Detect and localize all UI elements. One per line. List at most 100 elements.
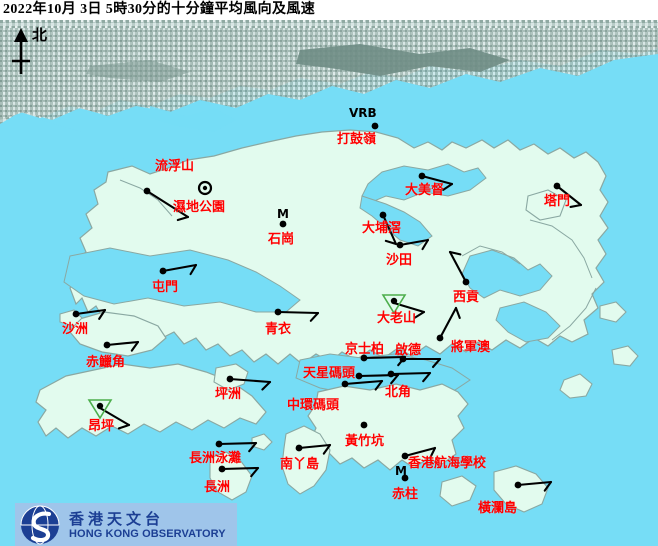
observatory-icon (20, 505, 60, 545)
station-marker[interactable] (103, 341, 111, 349)
station-label: 坪洲 (215, 387, 242, 402)
station-label: 南丫島 (280, 457, 320, 472)
station-marker[interactable] (553, 182, 561, 190)
station-label: 天星碼頭 (303, 366, 356, 381)
wind-barb (448, 250, 468, 284)
station-marker[interactable] (514, 481, 522, 489)
station-marker[interactable] (379, 211, 387, 219)
wind-barb (398, 238, 430, 251)
station-code-label: VRB (349, 106, 377, 120)
station-marker[interactable] (401, 474, 409, 482)
station-label: 流浮山 (155, 159, 195, 174)
hko-logo: 香港天文台 HONG KONG OBSERVATORY (15, 503, 237, 546)
page-title: 2022年10月 3日 5時30分的十分鐘平均風向及風速 (0, 0, 658, 20)
wind-barb (228, 377, 272, 391)
station-marker[interactable] (226, 375, 234, 383)
map-graphic (0, 20, 658, 546)
wind-barb (343, 379, 384, 391)
station-marker[interactable] (72, 310, 80, 318)
outlying-islands (59, 189, 639, 513)
station-label: 京士柏 (345, 342, 385, 357)
station-label: 黃竹坑 (345, 434, 385, 449)
station-marker[interactable] (387, 370, 395, 378)
wind-barb (516, 480, 553, 492)
wind-barb (403, 446, 437, 459)
wind-barb (555, 184, 583, 208)
station-label: 將軍澳 (451, 340, 491, 355)
station-marker[interactable] (462, 278, 470, 286)
hko-name-zh: 香港天文台 (69, 510, 165, 528)
station-label: 打鼓嶺 (337, 132, 377, 147)
wind-barb (389, 371, 432, 383)
wind-barb (217, 441, 258, 453)
station-marker[interactable] (399, 355, 407, 363)
station-label: 赤柱 (392, 487, 419, 502)
station-label: 長洲泳灘 (189, 451, 242, 466)
station-label: 赤鱲角 (86, 355, 126, 370)
station-marker[interactable] (143, 187, 151, 195)
station-code-label: M (277, 207, 289, 221)
station-marker[interactable] (218, 465, 226, 473)
map-canvas[interactable]: 北 打鼓嶺 VRB 流浮山濕地公園石崗 M 大美督塔門大埔滘沙田西貢大老山將軍澳 屯門青衣… (0, 20, 658, 546)
station-marker[interactable] (360, 421, 368, 429)
station-label: 大埔滘 (362, 221, 402, 236)
calm-wind-marker[interactable] (197, 180, 213, 196)
station-marker[interactable] (295, 444, 303, 452)
station-marker[interactable] (418, 172, 426, 180)
station-marker[interactable] (355, 372, 363, 380)
station-label: 橫瀾島 (478, 501, 518, 516)
hko-name-en: HONG KONG OBSERVATORY (69, 528, 226, 540)
station-marker[interactable] (360, 354, 368, 362)
wind-barb (220, 466, 260, 478)
station-label: 北角 (385, 385, 412, 400)
mainland-satellite-layer (0, 20, 658, 166)
wind-barb (381, 213, 398, 246)
station-marker[interactable] (159, 267, 167, 275)
station-marker[interactable] (436, 334, 444, 342)
station-marker[interactable] (341, 380, 349, 388)
station-label: 西貢 (453, 290, 480, 305)
station-label: 中環碼頭 (287, 398, 340, 413)
station-label: 啟德 (395, 343, 422, 358)
station-label: 屯門 (152, 280, 179, 295)
wind-barb (161, 263, 198, 276)
station-label: 大老山 (377, 311, 417, 326)
station-marker[interactable] (396, 241, 404, 249)
coastline-detail (119, 179, 597, 341)
hko-logo-text: 香港天文台 HONG KONG OBSERVATORY (65, 510, 226, 541)
station-code-label: M (395, 464, 407, 478)
high-ground-station-marker[interactable] (87, 399, 113, 420)
lantau-island (35, 311, 267, 439)
station-label: 昂坪 (88, 419, 115, 434)
north-arrow-icon (12, 28, 30, 74)
wind-barb (297, 443, 332, 455)
north-arrow: 北 (6, 26, 66, 82)
wind-barb (74, 308, 107, 320)
wind-barb (105, 340, 140, 352)
station-label: 沙洲 (62, 322, 89, 337)
station-marker[interactable] (401, 452, 409, 460)
station-marker[interactable] (215, 440, 223, 448)
wind-barb (438, 306, 461, 340)
wind-barb (401, 357, 442, 369)
station-marker-layer (72, 122, 561, 489)
wind-barb (276, 310, 320, 322)
station-marker[interactable] (279, 220, 287, 228)
station-marker[interactable] (371, 122, 379, 130)
station-label: 長洲 (204, 480, 231, 495)
station-label: 沙田 (386, 253, 413, 268)
station-label: 大美督 (405, 183, 445, 198)
wind-barb (145, 189, 190, 222)
station-marker[interactable] (274, 308, 282, 316)
inner-waters (63, 163, 561, 395)
hko-logo-mark (15, 503, 65, 546)
high-ground-station-marker[interactable] (381, 294, 407, 315)
station-label: 塔門 (544, 194, 571, 209)
north-label: 北 (32, 26, 48, 44)
station-label: 濕地公園 (173, 200, 226, 215)
station-label: 香港航海學校 (408, 456, 487, 471)
wind-barb (420, 174, 454, 191)
station-label: 石崗 (268, 232, 295, 247)
station-label: 青衣 (265, 322, 292, 337)
